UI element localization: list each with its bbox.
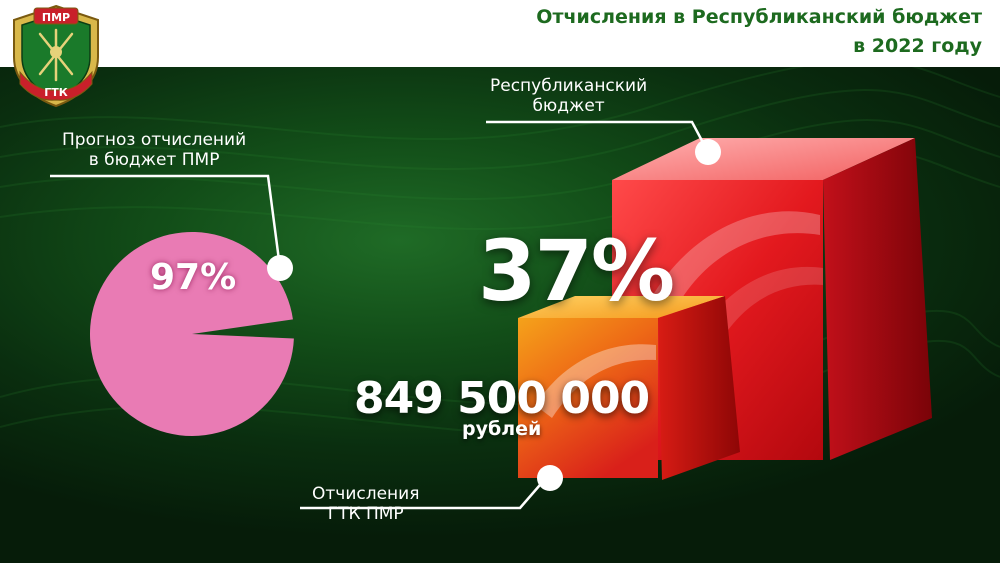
pie-percent-label: 97%: [150, 257, 237, 298]
header-bar: Отчисления в Республиканский бюджет в 20…: [0, 0, 1000, 67]
pie-label-line-1: Прогноз отчислений: [62, 130, 247, 150]
small-cube-callout-dot: [537, 465, 563, 491]
big-cube-label-line-2: бюджет: [532, 96, 605, 116]
pie-label: Прогноз отчислений в бюджет ПМР: [62, 130, 246, 170]
big-cube-side-face: [823, 138, 932, 460]
pie-callout-dot: [267, 255, 293, 281]
big-cube-label-line-1: Республиканский: [490, 76, 648, 96]
share-percent-label: 37%: [478, 222, 675, 320]
big-cube-top-face: [612, 138, 915, 180]
pie-label-line-2: в бюджет ПМР: [88, 150, 220, 170]
amount-unit: рублей: [462, 418, 542, 440]
emblem-top-text: ПМР: [42, 11, 70, 24]
small-cube-top-face: [518, 296, 725, 318]
pie-slice-main: [89, 232, 294, 437]
customs-emblem-logo: ПМР ГТК: [13, 4, 99, 108]
page-title-line-1: Отчисления в Республиканский бюджет: [536, 6, 982, 28]
emblem-bottom-text: ГТК: [44, 86, 68, 99]
small-cube-callout-line: [300, 477, 547, 510]
big-cube-callout-dot: [695, 139, 721, 165]
small-cube-front-face: [518, 318, 658, 478]
small-cube-side-face: [658, 296, 740, 480]
small-cube-label: Отчисления ГТК ПМР: [312, 484, 419, 524]
pie-callout-line: [50, 174, 282, 269]
big-cube-callout-line: [486, 120, 710, 153]
amount-value: 849 500 000: [354, 373, 650, 424]
small-cube-label-line-2: ГТК ПМР: [327, 504, 404, 524]
page-title-line-2: в 2022 году: [853, 35, 982, 57]
small-cube-label-line-1: Отчисления: [312, 484, 420, 504]
small-cube-swoosh: [535, 344, 656, 418]
big-cube-label: Республиканский бюджет: [490, 76, 647, 116]
